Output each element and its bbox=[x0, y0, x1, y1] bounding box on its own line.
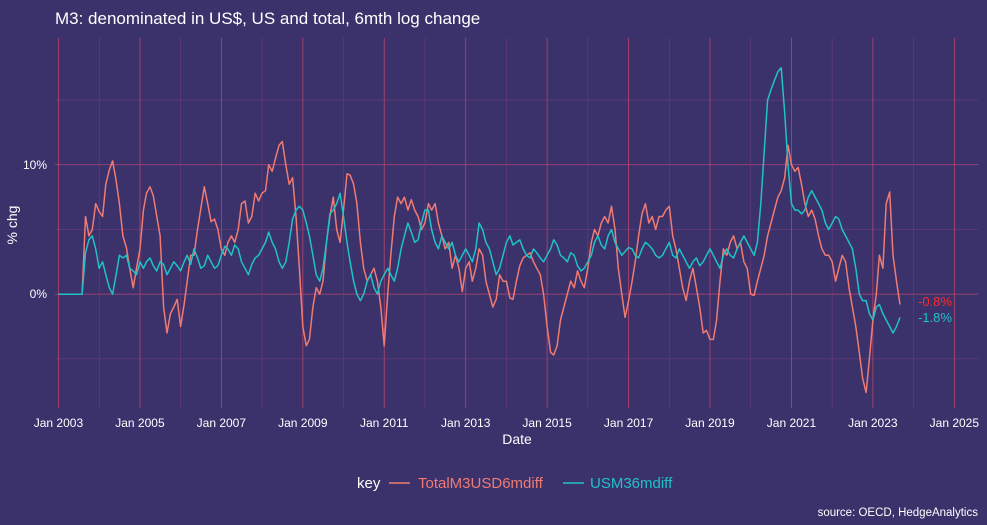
legend-label-us: USM36mdiff bbox=[590, 475, 673, 492]
x-tick-label: Jan 2019 bbox=[685, 416, 735, 430]
source-note: source: OECD, HedgeAnalytics bbox=[818, 507, 979, 519]
series-line-total bbox=[58, 140, 901, 394]
x-axis-title: Date bbox=[502, 431, 532, 447]
series-line-us bbox=[58, 67, 901, 334]
x-tick-label: Jan 2013 bbox=[441, 416, 491, 430]
end-label-us: -1.8% bbox=[918, 310, 952, 325]
y-axis-title: % chg bbox=[4, 206, 20, 245]
x-tick-label: Jan 2025 bbox=[930, 416, 980, 430]
x-tick-label: Jan 2007 bbox=[197, 416, 247, 430]
x-tick-label: Jan 2009 bbox=[278, 416, 328, 430]
y-tick-label: 0% bbox=[30, 287, 48, 301]
chart-title: M3: denominated in US$, US and total, 6m… bbox=[55, 9, 480, 28]
x-tick-label: Jan 2023 bbox=[848, 416, 898, 430]
grid bbox=[55, 38, 978, 408]
end-label-total: -0.8% bbox=[918, 294, 952, 309]
x-tick-label: Jan 2003 bbox=[34, 416, 84, 430]
x-tick-label: Jan 2015 bbox=[522, 416, 572, 430]
legend-title: key bbox=[357, 475, 381, 492]
series-lines bbox=[58, 67, 901, 394]
y-tick-label: 10% bbox=[23, 158, 47, 172]
x-tick-label: Jan 2021 bbox=[767, 416, 817, 430]
legend: key TotalM3USD6mdiff USM36mdiff bbox=[357, 475, 673, 492]
y-axis-ticks: 0% 10% bbox=[23, 158, 47, 301]
legend-label-total: TotalM3USD6mdiff bbox=[418, 475, 544, 492]
x-tick-label: Jan 2017 bbox=[604, 416, 654, 430]
x-axis-ticks: Jan 2003 Jan 2005 Jan 2007 Jan 2009 Jan 2011… bbox=[34, 416, 980, 430]
x-tick-label: Jan 2005 bbox=[115, 416, 165, 430]
x-tick-label: Jan 2011 bbox=[360, 416, 409, 430]
